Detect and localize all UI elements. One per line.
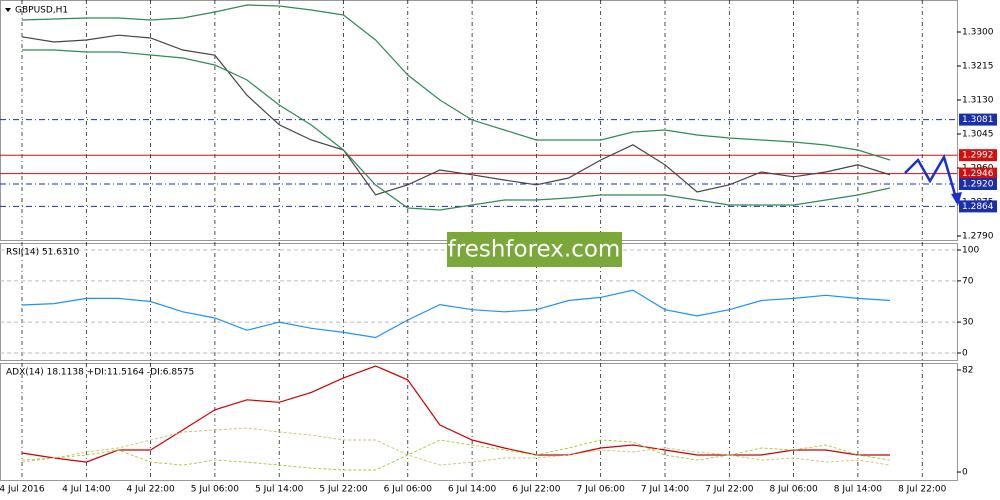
x-tick-label: 8 Jul 14:00 xyxy=(834,485,883,495)
plots: 4 Jul 2016 4 Jul 14:00 4 Jul 22:00 5 Jul 06… xyxy=(0,4,997,495)
y-tick-label: 1.3045 xyxy=(962,130,994,140)
x-tick-label: 7 Jul 06:00 xyxy=(577,485,626,495)
y-tick-label: 1.2790 xyxy=(962,232,994,242)
forecast-arrow xyxy=(904,153,958,199)
series-line xyxy=(21,427,891,466)
rsi-title: RSI(14) 51.6310 xyxy=(6,248,79,258)
y-tick-label: 100 xyxy=(962,246,979,256)
x-tick-label: 4 Jul 2016 xyxy=(0,485,45,495)
time-grid xyxy=(21,0,923,480)
x-tick-label: 6 Jul 06:00 xyxy=(384,485,433,495)
chart-title: GBPUSD,H1 xyxy=(15,6,68,16)
x-tick-label: 5 Jul 22:00 xyxy=(319,485,368,495)
x-tick-label: 6 Jul 22:00 xyxy=(512,485,561,495)
watermark-box xyxy=(447,232,622,267)
menu-triangle xyxy=(5,8,11,12)
y-tick-label: 0 xyxy=(962,468,968,478)
x-tick-label: 5 Jul 06:00 xyxy=(191,485,240,495)
watermark: freshforex.com xyxy=(448,237,621,263)
series-line xyxy=(21,439,891,471)
x-tick-label: 8 Jul 22:00 xyxy=(898,485,947,495)
y-tick-label: 1.3300 xyxy=(962,28,994,38)
level-label: 1.3081 xyxy=(962,115,994,125)
series-line xyxy=(21,289,891,339)
y-tick-label: 1.3215 xyxy=(962,62,994,72)
series-line xyxy=(21,34,891,196)
level-label: 1.2992 xyxy=(962,151,994,161)
series-line xyxy=(22,49,891,211)
x-tick-label: 7 Jul 14:00 xyxy=(641,485,690,495)
level-box xyxy=(959,178,997,190)
series-line xyxy=(21,4,891,161)
x-tick-label: 5 Jul 14:00 xyxy=(255,485,304,495)
y-tick-label: 1.3130 xyxy=(962,96,994,106)
y-tick-label: 70 xyxy=(962,276,974,286)
level-box xyxy=(959,167,997,180)
y-tick-label: 82 xyxy=(962,365,973,375)
x-tick-label: 6 Jul 14:00 xyxy=(448,485,497,495)
level-label: 1.2920 xyxy=(962,180,994,190)
level-box xyxy=(959,200,997,213)
x-tick-label: 4 Jul 14:00 xyxy=(62,485,111,495)
x-tick-label: 8 Jul 06:00 xyxy=(769,485,818,495)
x-tick-label: 7 Jul 22:00 xyxy=(705,485,754,495)
level-label: 1.2864 xyxy=(962,202,994,212)
x-tick-label: 4 Jul 22:00 xyxy=(126,485,175,495)
series-line xyxy=(21,365,890,463)
level-label: 1.2946 xyxy=(962,169,994,179)
y-tick-label: 0 xyxy=(962,348,968,358)
forecast-arrowhead xyxy=(951,192,962,206)
adx-title: ADX(14) 18.1138 +DI:11.5164 -DI:6.8575 xyxy=(6,368,194,378)
level-box xyxy=(959,113,997,126)
level-box xyxy=(959,149,997,162)
adx-panel xyxy=(0,363,958,481)
y-tick-label: 30 xyxy=(962,318,974,328)
